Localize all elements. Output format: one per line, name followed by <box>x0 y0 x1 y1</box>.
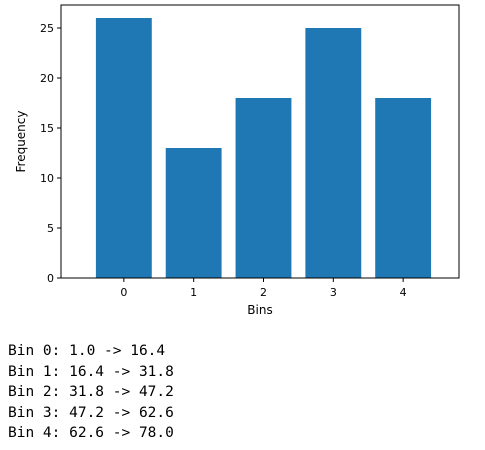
bin-range-line: Bin 0: 1.0 -> 16.4 <box>8 343 166 359</box>
bar-chart: 0 5 10 15 20 25 0 1 2 3 4 Bins Frequency <box>14 4 460 317</box>
y-axis-label: Frequency <box>14 111 28 173</box>
y-tick-label: 10 <box>40 172 54 185</box>
x-tick-label: 1 <box>190 286 197 299</box>
bar-3 <box>305 28 362 278</box>
plot-frame <box>60 4 460 279</box>
bin-ranges-output: Bin 0: 1.0 -> 16.4 Bin 1: 16.4 -> 31.8 Bin… <box>8 341 174 444</box>
x-tick-label: 4 <box>400 286 407 299</box>
bin-range-line: Bin 1: 16.4 -> 31.8 <box>8 363 174 380</box>
y-tick-label: 20 <box>40 72 54 85</box>
bar-0 <box>95 18 152 278</box>
x-tick-label: 2 <box>260 286 267 299</box>
bin-range-line: Bin 4: 62.6 -> 78.0 <box>8 425 174 441</box>
x-tick-label: 3 <box>330 286 337 299</box>
y-axis-ticks: 0 5 10 15 20 25 <box>40 22 61 285</box>
y-tick-label: 5 <box>47 222 54 235</box>
bin-range-line: Bin 2: 31.8 -> 47.2 <box>8 384 174 400</box>
y-tick-label: 25 <box>40 22 54 35</box>
x-tick-label: 0 <box>120 286 127 299</box>
bars-group <box>95 18 432 278</box>
y-tick-label: 15 <box>40 122 54 135</box>
bar-4 <box>375 98 432 278</box>
x-axis-label: Bins <box>247 303 272 317</box>
y-tick-label: 0 <box>47 272 54 285</box>
x-axis-ticks: 0 1 2 3 4 <box>120 278 407 299</box>
bin-range-line: Bin 3: 47.2 -> 62.6 <box>8 404 174 421</box>
bar-1 <box>165 148 222 278</box>
bar-2 <box>235 98 292 278</box>
